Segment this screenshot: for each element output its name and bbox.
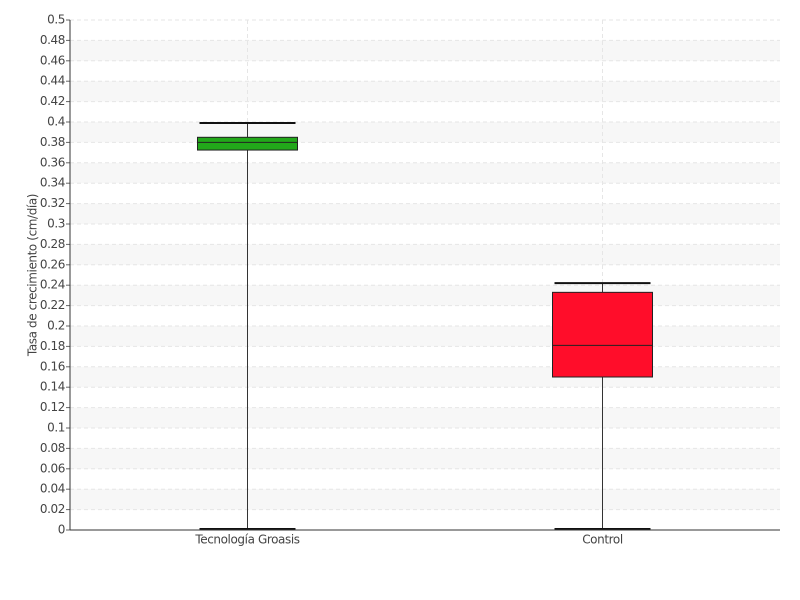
grid-band bbox=[70, 326, 780, 347]
y-tick-label: 0 bbox=[58, 523, 65, 537]
y-tick-label: 0.48 bbox=[40, 33, 65, 47]
grid-band bbox=[70, 203, 780, 224]
y-tick-label: 0.4 bbox=[47, 115, 65, 129]
y-tick-label: 0.46 bbox=[40, 53, 65, 67]
y-tick-label: 0.26 bbox=[40, 257, 65, 271]
grid-band bbox=[70, 285, 780, 306]
y-axis-label: Tasa de crecimiento (cm/día) bbox=[26, 194, 40, 357]
y-tick-label: 0.16 bbox=[40, 359, 65, 373]
y-tick-label: 0.38 bbox=[40, 135, 65, 149]
x-tick-label: Control bbox=[582, 533, 623, 547]
y-tick-label: 0.36 bbox=[40, 155, 65, 169]
y-tick-label: 0.32 bbox=[40, 196, 65, 210]
y-tick-label: 0.1 bbox=[47, 421, 65, 435]
y-tick-label: 0.5 bbox=[47, 13, 65, 27]
box bbox=[197, 136, 298, 151]
y-tick-label: 0.08 bbox=[40, 441, 65, 455]
box bbox=[552, 291, 653, 378]
y-tick-label: 0.02 bbox=[40, 502, 65, 516]
grid-band bbox=[70, 40, 780, 61]
y-tick-label: 0.24 bbox=[40, 278, 65, 292]
y-tick-label: 0.04 bbox=[40, 482, 65, 496]
grid-band bbox=[70, 162, 780, 184]
y-tick-label: 0.34 bbox=[40, 176, 65, 190]
grid-band bbox=[70, 366, 780, 388]
y-tick-label: 0.12 bbox=[40, 400, 65, 414]
y-tick-label: 0.18 bbox=[40, 339, 65, 353]
y-tick-label: 0.06 bbox=[40, 461, 65, 475]
y-tick-label: 0.14 bbox=[40, 380, 65, 394]
y-tick-label: 0.42 bbox=[40, 94, 65, 108]
grid-band bbox=[70, 81, 780, 102]
grid-band bbox=[70, 244, 780, 265]
x-tick-label: Tecnología Groasis bbox=[194, 533, 299, 547]
y-tick-label: 0.44 bbox=[40, 74, 65, 88]
grid-band bbox=[70, 489, 780, 510]
y-tick-label: 0.3 bbox=[47, 217, 65, 231]
grid-band bbox=[70, 122, 780, 143]
grid-band bbox=[70, 448, 780, 469]
y-tick-label: 0.2 bbox=[47, 319, 65, 333]
grid-band bbox=[70, 407, 780, 428]
y-tick-label: 0.28 bbox=[40, 237, 65, 251]
y-tick-label: 0.22 bbox=[40, 298, 65, 312]
